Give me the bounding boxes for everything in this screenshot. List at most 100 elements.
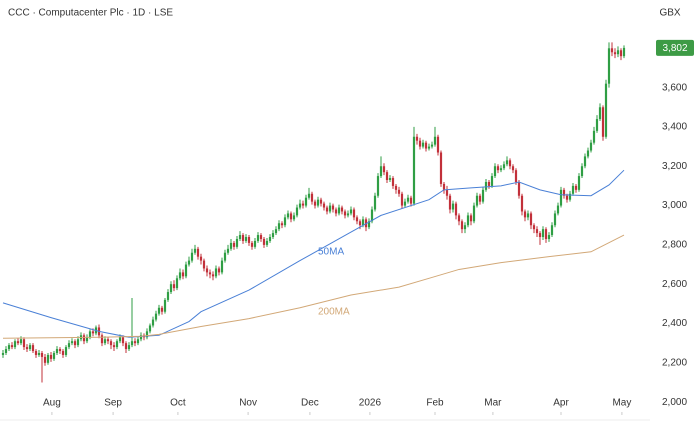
candle-body [565, 195, 569, 200]
candle-body [394, 185, 398, 190]
candle-body [340, 207, 344, 212]
candle-body [265, 240, 269, 245]
candle-body [25, 347, 29, 350]
candle-body [544, 229, 548, 239]
candle-body [109, 341, 113, 346]
candle-body [523, 211, 527, 218]
candle-body [292, 215, 296, 220]
candle-body [508, 160, 512, 167]
candle-body [577, 176, 581, 190]
x-tick-label: Mar [484, 398, 502, 409]
candle-body [7, 345, 11, 350]
candle-body [226, 248, 230, 253]
moving-average-line [2, 169, 625, 338]
candle-body [460, 221, 464, 230]
candle-body [154, 313, 158, 320]
candle-body [232, 242, 236, 247]
candle-body [562, 189, 566, 196]
candle-body [148, 325, 152, 332]
y-tick-label: 3,000 [662, 200, 687, 211]
candle-body [517, 181, 521, 196]
candle-body [457, 215, 461, 222]
candle-body [127, 345, 131, 350]
candle-body [268, 237, 272, 241]
candle-body [358, 221, 362, 226]
candle-body [397, 189, 401, 194]
candle-body [382, 166, 386, 173]
candle-body [124, 343, 128, 350]
candle-body [103, 339, 107, 344]
candle-body [511, 166, 515, 171]
candle-body [136, 339, 140, 344]
candle-body [532, 225, 536, 230]
candle-body [343, 211, 347, 216]
candle-body [607, 48, 611, 84]
candle-body [76, 339, 80, 346]
candle-body [289, 213, 293, 220]
candle-body [220, 260, 224, 273]
y-tick-label: 2,600 [662, 279, 687, 290]
candle-body [406, 197, 410, 202]
candle-body [526, 213, 530, 218]
candle-body [448, 195, 452, 210]
candle-body [556, 205, 560, 214]
candle-body [196, 248, 200, 257]
candle-body [547, 235, 551, 239]
candle-body [349, 209, 353, 214]
candle-body [190, 252, 194, 261]
candle-body [16, 341, 20, 344]
candle-body [451, 203, 455, 210]
x-tick-label: Sep [104, 398, 122, 409]
candle-body [157, 307, 161, 314]
candle-body [415, 136, 419, 141]
candle-body [163, 299, 167, 312]
candle-body [310, 193, 314, 202]
candle-body [574, 185, 578, 190]
candle-body [13, 341, 17, 348]
candle-body [376, 176, 380, 196]
candle-body [568, 193, 572, 200]
y-tick-label: 2,800 [662, 240, 687, 251]
candle-body [253, 240, 257, 247]
candle-body [187, 260, 191, 265]
candle-body [277, 223, 281, 230]
candle-body [613, 52, 617, 55]
candle-body [22, 339, 26, 348]
candle-body [445, 189, 449, 196]
candle-body [580, 166, 584, 177]
candle-body [370, 209, 374, 222]
candle-body [610, 48, 614, 53]
candle-body [529, 213, 533, 226]
x-tick-label: Aug [43, 398, 61, 409]
y-tick-label: 2,400 [662, 318, 687, 329]
y-tick-label: 3,200 [662, 161, 687, 172]
candle-body [130, 341, 134, 346]
candle-body [385, 172, 389, 181]
candle-body [106, 339, 110, 342]
candle-body [604, 83, 608, 137]
candle-body [505, 160, 509, 165]
candle-body [121, 337, 125, 344]
candle-body [202, 260, 206, 269]
candle-body [250, 242, 254, 247]
candle-body [379, 166, 383, 177]
candle-body [334, 209, 338, 214]
candle-body [307, 193, 311, 198]
candle-body [325, 207, 329, 212]
candle-body [346, 213, 350, 216]
candle-body [496, 166, 500, 171]
candle-body [439, 152, 443, 184]
candle-body [295, 207, 299, 216]
candle-body [229, 242, 233, 249]
candle-body [367, 221, 371, 228]
candle-body [91, 331, 95, 334]
candle-body [37, 352, 41, 355]
candle-body [205, 268, 209, 273]
candle-body [4, 349, 8, 353]
candle-body [40, 352, 44, 357]
candle-body [373, 195, 377, 210]
candle-body [412, 136, 416, 204]
candle-body [34, 351, 38, 355]
last-price-label: 3,802 [662, 43, 687, 54]
